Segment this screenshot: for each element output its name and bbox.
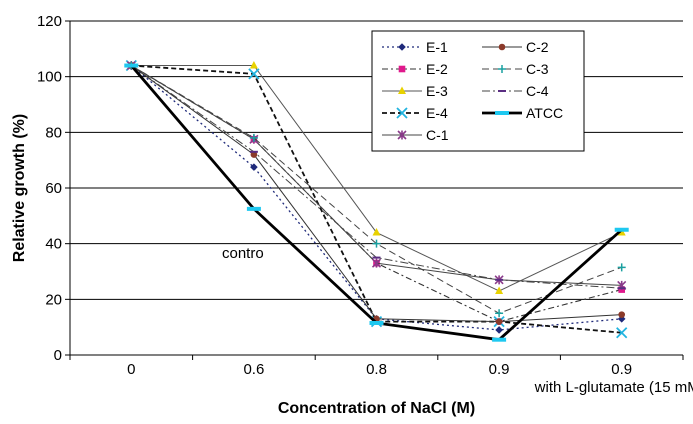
legend-item-e-1: E-1: [382, 39, 448, 55]
legend-label: C-1: [426, 127, 449, 143]
series-line: [130, 65, 622, 331]
legend-marker: [398, 65, 406, 73]
data-point: [617, 263, 626, 272]
legend-item-c-3: C-3: [482, 61, 549, 77]
y-tick-label: 20: [45, 291, 62, 308]
legend-marker: [498, 43, 506, 51]
y-tick-label: 80: [45, 124, 62, 141]
series-c-3: [127, 61, 626, 318]
legend-item-c-2: C-2: [482, 39, 549, 55]
y-tick-label: 100: [37, 69, 62, 86]
data-point: [495, 309, 504, 318]
x-tick-label: 0.9 with L-glutamate (15 mM): [534, 361, 693, 396]
legend-marker: [397, 130, 407, 140]
data-point: [124, 63, 139, 68]
data-point: [495, 326, 503, 334]
data-point: [618, 311, 625, 318]
legend-label: E-2: [426, 61, 448, 77]
data-point: [372, 239, 381, 248]
y-axis-title: Relative growth (%): [11, 114, 28, 262]
legend: E-1 E-2 E-3 E-4 C-1 C-2 C-3 C-4 ATCC: [371, 30, 585, 152]
y-tick-label: 60: [45, 180, 62, 197]
legend-marker: [398, 86, 406, 94]
series-line: [131, 65, 622, 314]
data-point: [250, 163, 258, 171]
y-tick-label: 0: [54, 347, 62, 364]
data-point: [248, 68, 260, 80]
legend-label: E-1: [426, 39, 448, 55]
data-point: [371, 258, 382, 268]
legend-item-e-2: E-2: [382, 61, 448, 77]
series-line: [131, 64, 622, 334]
legend-label: ATCC: [526, 105, 563, 121]
legend-marker: [495, 111, 509, 115]
legend-marker: [498, 65, 506, 73]
legend-marker: [396, 107, 408, 119]
legend-item-c-1: C-1: [382, 127, 449, 143]
data-point: [249, 61, 258, 69]
data-point: [492, 337, 507, 342]
legend-item-e-4: E-4: [382, 105, 448, 121]
legend-item-c-4: C-4: [482, 83, 549, 99]
data-point: [369, 320, 384, 325]
x-tick-label: 0: [127, 361, 135, 378]
y-tick-label: 120: [37, 13, 62, 30]
data-point: [617, 228, 626, 236]
x-tick-label: 0.6: [243, 361, 264, 378]
data-point: [616, 327, 628, 339]
data-point: [249, 133, 258, 142]
legend-item-atcc: ATCC: [482, 105, 563, 121]
legend-label: C-2: [526, 39, 549, 55]
series-atcc: [124, 63, 629, 342]
annotation-control: contro: [222, 245, 264, 262]
legend-label: E-4: [426, 105, 448, 121]
data-point: [495, 286, 504, 294]
axes: 0 20 40 60 80 100 120 0 0.6 0.8 0.9 0.9 with L-gluta…: [37, 13, 693, 396]
legend-label: C-4: [526, 83, 549, 99]
x-tick-label: 0.8: [366, 361, 387, 378]
legend-label: C-3: [526, 61, 549, 77]
legend-marker: [398, 43, 406, 51]
data-point: [495, 318, 503, 325]
data-point: [614, 227, 629, 232]
legend-label: E-3: [426, 83, 448, 99]
x-tick-label: 0.9: [489, 361, 510, 378]
series-layer: [124, 59, 629, 342]
y-tick-label: 40: [45, 236, 62, 253]
legend-item-e-3: E-3: [382, 83, 448, 99]
data-point: [246, 206, 261, 211]
x-axis-title: Concentration of NaCl (M): [278, 400, 475, 417]
data-point: [372, 228, 381, 236]
